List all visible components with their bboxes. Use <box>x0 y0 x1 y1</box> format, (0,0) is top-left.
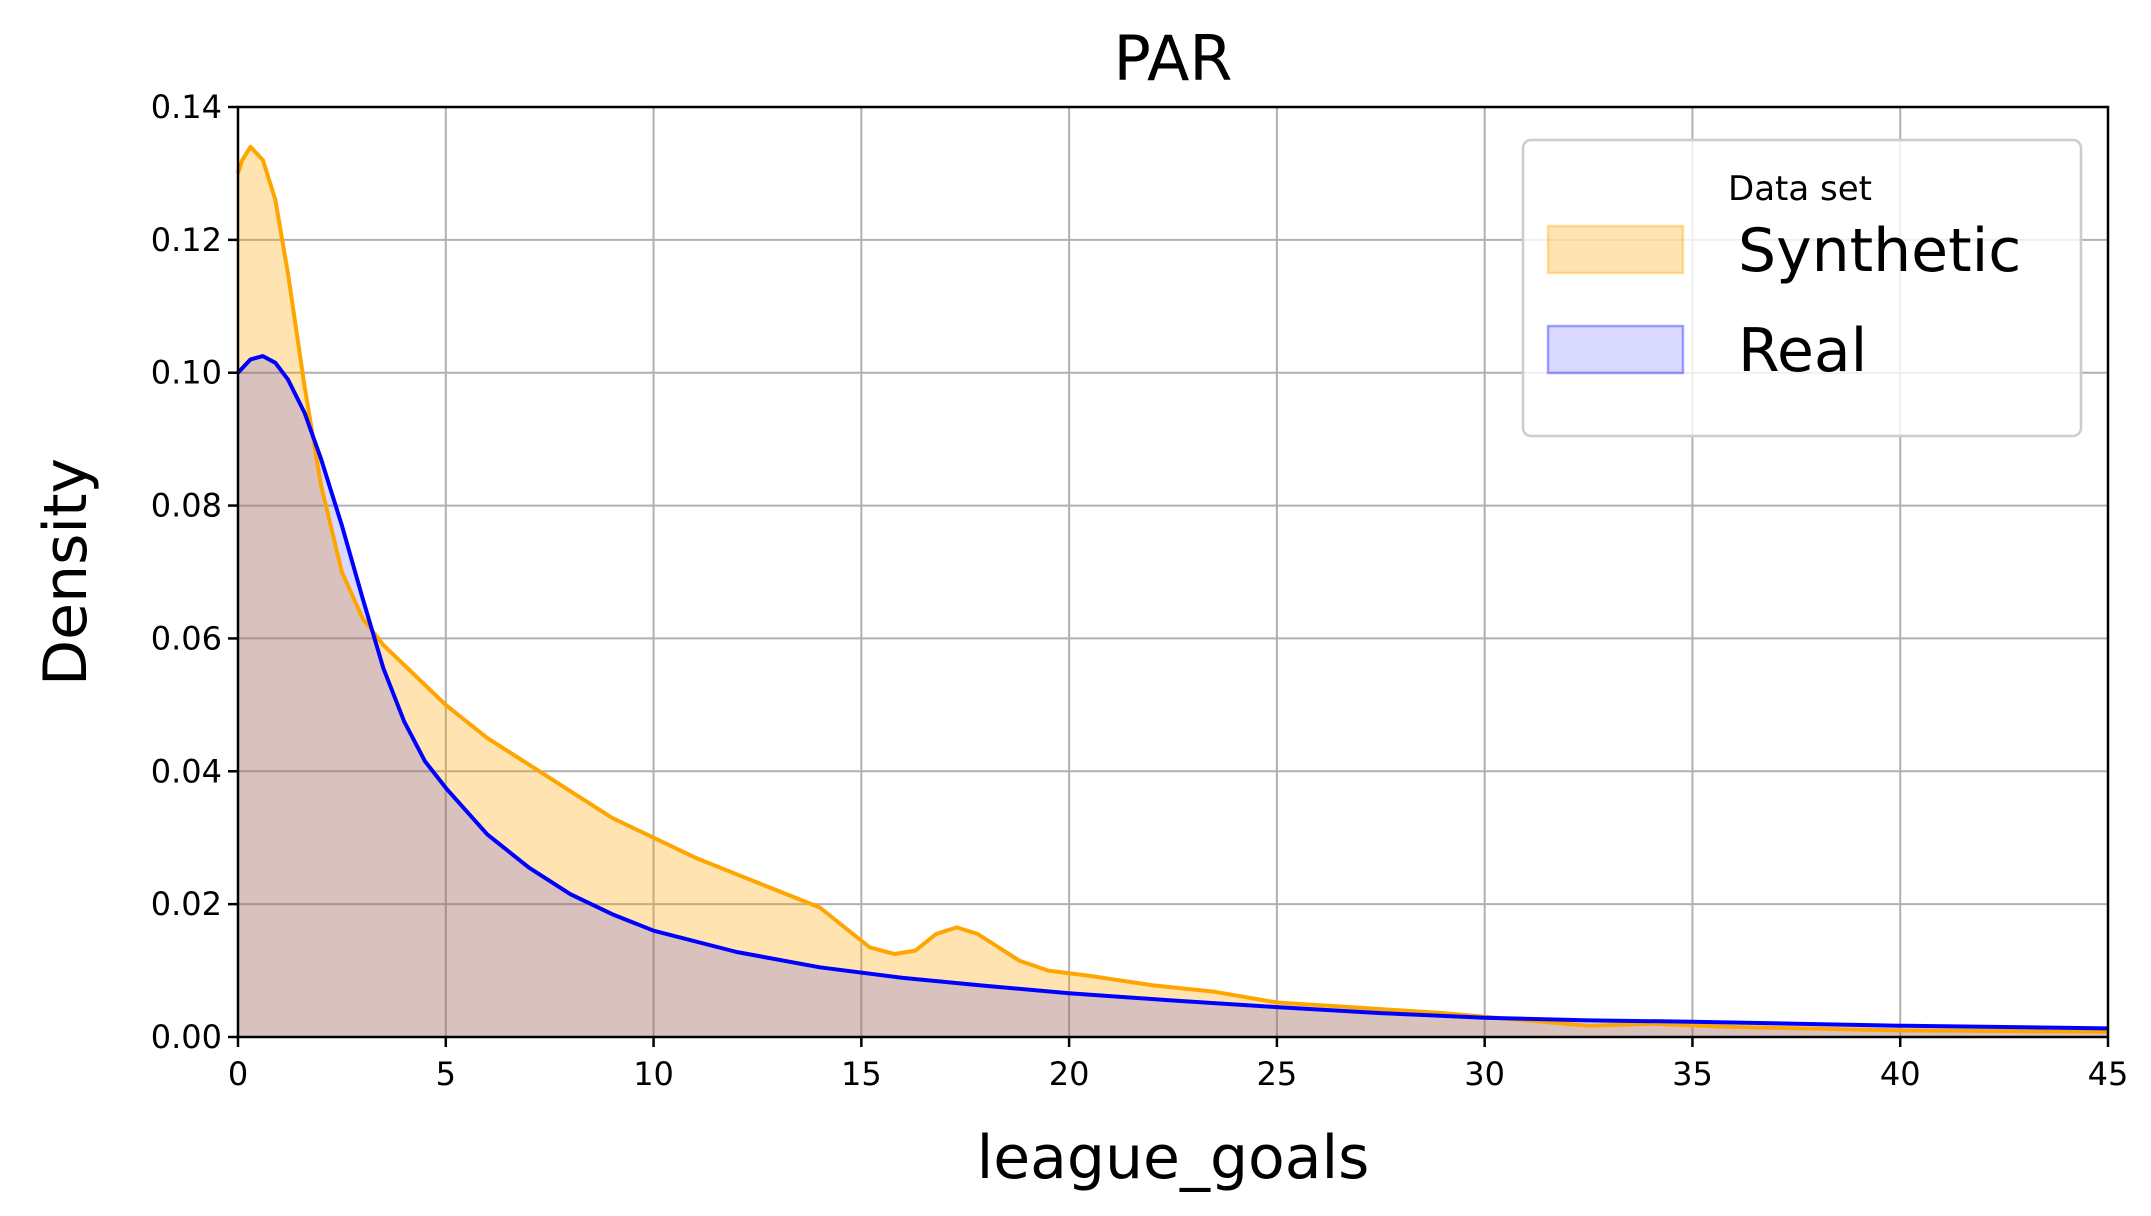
legend-box <box>1521 138 2083 438</box>
synthetic-legend-label: Synthetic <box>1738 216 2021 286</box>
x-tick-label: 0 <box>228 1055 248 1093</box>
density-lines <box>236 144 2109 1034</box>
legend-title: Data set <box>1728 169 1872 209</box>
synthetic-legend-swatch <box>1546 224 1685 275</box>
y-tick-label: 0.10 <box>151 354 222 392</box>
x-tick-label: 5 <box>436 1055 456 1093</box>
y-tick-label: 0.08 <box>151 487 222 525</box>
synthetic-density-area <box>238 146 2108 1037</box>
real-density-area <box>238 356 2108 1038</box>
synthetic-density-line <box>236 144 2109 1034</box>
plot-frame <box>236 105 2110 1039</box>
x-tick-label: 40 <box>1880 1055 1921 1093</box>
y-tick-label: 0.12 <box>151 221 222 259</box>
real-density-line <box>236 354 2109 1031</box>
density-areas <box>238 146 2108 1038</box>
x-tick-label: 25 <box>1257 1055 1298 1093</box>
x-tick-label: 45 <box>2088 1055 2129 1093</box>
legend-entries: Synthetic Real <box>1546 216 2021 386</box>
y-tick-label: 0.02 <box>151 885 222 923</box>
x-tick-label: 30 <box>1464 1055 1505 1093</box>
x-tick-label: 35 <box>1672 1055 1713 1093</box>
real-legend-swatch <box>1546 324 1685 375</box>
y-tick-label: 0.04 <box>151 752 222 790</box>
real-legend-label: Real <box>1738 316 1867 386</box>
x-axis-label: league_goals <box>977 1123 1370 1193</box>
y-tick-label: 0.14 <box>151 88 222 126</box>
y-axis-label: Density <box>31 458 101 686</box>
legend: Data set Synthetic Real <box>1521 138 2083 438</box>
x-tick-label: 10 <box>633 1055 674 1093</box>
axis-ticks: 0 5 10 15 20 25 30 35 40 45 0.00 0.02 0.04 0.06 0.08 0.… <box>151 88 2129 1093</box>
x-tick-label: 15 <box>841 1055 882 1093</box>
x-tick-label: 20 <box>1049 1055 1090 1093</box>
y-tick-label: 0.00 <box>151 1018 222 1056</box>
y-tick-label: 0.06 <box>151 619 222 657</box>
chart-title: PAR <box>1114 22 1233 95</box>
